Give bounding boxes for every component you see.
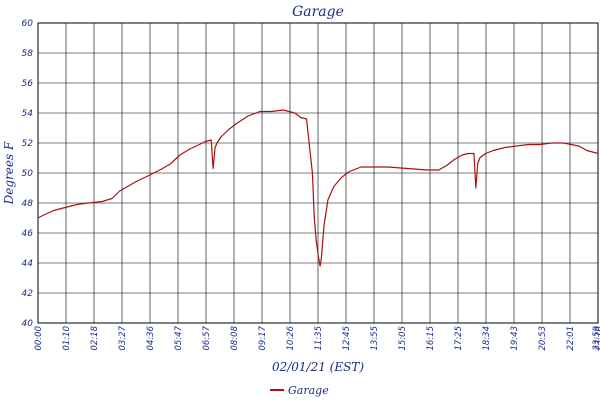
x-tick-label: 10:26 [286, 325, 296, 350]
x-tick-label: 12:45 [342, 326, 352, 351]
x-tick-label: 08:08 [230, 325, 240, 350]
y-tick-label: 46 [22, 229, 34, 239]
y-tick-label: 54 [22, 109, 34, 119]
y-tick-label: 52 [22, 139, 34, 149]
y-tick-label: 40 [22, 319, 34, 329]
legend: Garage [270, 384, 329, 397]
chart-title: Garage [292, 4, 344, 20]
x-tick-label: 19:43 [510, 326, 520, 351]
x-tick-labels: 00:00 01:10 02:18 03:27 04:36 05:47 06:57 08:08… [34, 325, 600, 350]
x-tick-label: 11:35 [314, 326, 324, 351]
x-tick-label: 13:55 [370, 326, 380, 351]
y-tick-label: 42 [22, 289, 34, 299]
x-tick-label: 02:18 [90, 325, 100, 350]
y-tick-label: 50 [22, 169, 34, 179]
x-tick-label: 09:17 [258, 325, 268, 350]
y-tick-label: 44 [22, 259, 34, 269]
y-tick-label: 60 [22, 19, 34, 29]
x-tick-label: 22:01 [566, 326, 576, 351]
y-tick-labels: 40 42 44 46 48 50 52 54 56 58 60 [22, 19, 34, 329]
x-tick-label: 16:15 [426, 326, 436, 351]
x-axis-label: 02/01/21 (EST) [272, 360, 364, 374]
x-tick-label: 00:00 [34, 326, 44, 351]
x-tick-label: 23:59 [592, 326, 600, 351]
grid [37, 22, 599, 324]
series-line-garage [37, 109, 599, 267]
x-tick-label: 23:10 [594, 326, 600, 351]
x-tick-label: 03:27 [118, 325, 128, 350]
x-tick-label: 15:05 [398, 326, 408, 351]
y-tick-label: 56 [22, 79, 34, 89]
y-tick-label: 58 [22, 49, 34, 59]
plot-frame [37, 22, 599, 324]
x-tick-label: 18:34 [482, 326, 492, 351]
x-tick-label: 20:53 [538, 326, 548, 351]
x-tick-label: 01:10 [62, 326, 72, 351]
y-axis-label: Degrees F [2, 141, 16, 205]
legend-label: Garage [288, 384, 329, 397]
y-tick-label: 48 [22, 199, 34, 209]
x-tick-label: 17:25 [454, 326, 464, 351]
x-tick-label: 06:57 [202, 325, 212, 350]
x-tick-label: 04:36 [146, 325, 156, 350]
series-layer [37, 109, 599, 267]
x-tick-label: 05:47 [174, 325, 184, 350]
